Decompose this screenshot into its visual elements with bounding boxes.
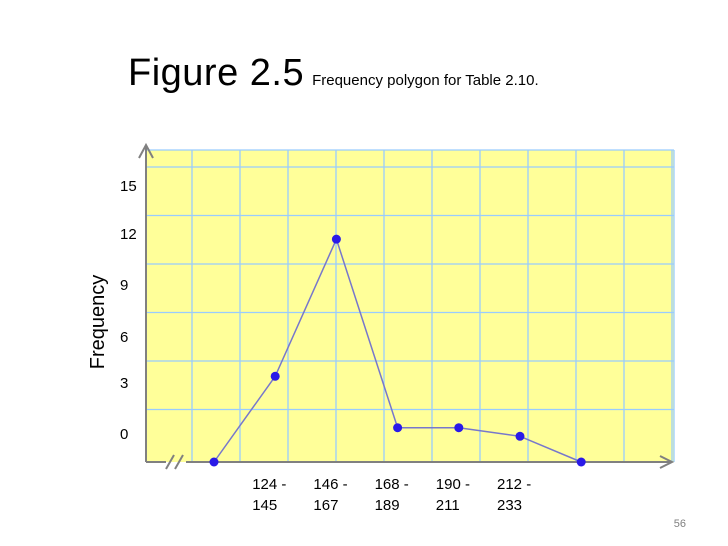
grid-lines: [146, 149, 675, 462]
y-tick-label: 6: [120, 329, 128, 346]
x-tick-label: 168 -: [375, 476, 409, 493]
slide-number: 56: [673, 518, 686, 530]
axis-break-mark: [165, 454, 175, 470]
x-tick-label: 167: [313, 497, 338, 514]
figure-caption: Frequency polygon for Table 2.10.: [312, 72, 539, 89]
axis-break-mark: [174, 454, 184, 470]
y-axis-label: Frequency: [87, 275, 109, 370]
data-point: [331, 234, 341, 244]
y-tick-label: 9: [120, 277, 128, 294]
x-tick-label: 212 -: [497, 476, 531, 493]
x-tick-label: 189: [375, 497, 400, 514]
y-tick-label: 12: [120, 226, 137, 243]
y-tick-label: 3: [120, 375, 128, 392]
x-axis-arrow: [659, 455, 675, 469]
y-tick-label: 0: [120, 426, 128, 443]
x-tick-label: 124 -: [252, 476, 286, 493]
tick-labels: 0 3 6 9 12 15 124 - 145 146 - 167 168 - 189 190 - 211…: [120, 178, 531, 514]
data-point: [515, 431, 525, 441]
data-point: [393, 423, 403, 433]
x-tick-label: 233: [497, 497, 522, 514]
y-axis-arrow: [138, 142, 154, 159]
data-point: [576, 457, 586, 467]
figure-title: Figure 2.5: [128, 52, 305, 94]
plot-area: [146, 150, 674, 462]
data-point: [209, 457, 219, 467]
x-tick-label: 211: [436, 497, 460, 514]
axes: [138, 142, 675, 470]
series-frequency: [209, 234, 586, 467]
y-tick-label: 15: [120, 178, 137, 195]
x-tick-label: 145: [252, 497, 277, 514]
x-tick-label: 146 -: [313, 476, 347, 493]
x-tick-label: 190 -: [436, 476, 470, 493]
data-point: [454, 423, 464, 433]
data-point: [270, 371, 280, 381]
slide-title: Figure 2.5 Frequency polygon for Table 2.…: [128, 52, 539, 95]
